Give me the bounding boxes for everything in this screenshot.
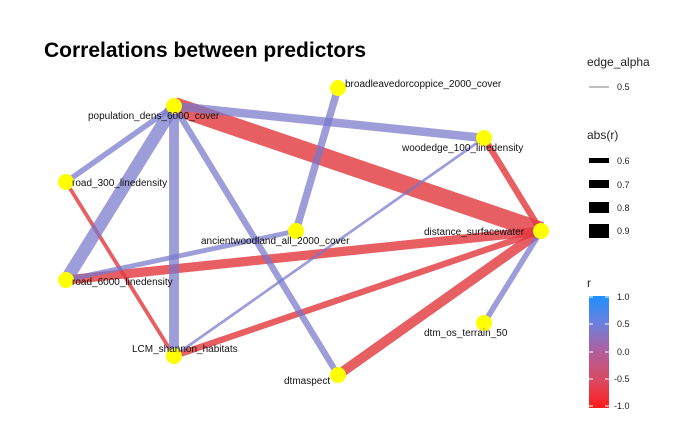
node-label-dtm_os_terrain_50: dtm_os_terrain_50 [424, 328, 508, 339]
node-label-dtmaspect: dtmaspect [284, 376, 330, 387]
legend-abs-r-key-0 [589, 158, 609, 163]
edge-population_dens_6000_cover-road_6000_linedensity [60, 102, 180, 284]
legend-r-tick-0: 1.0 [617, 292, 630, 302]
edge-broadleavedorcoppice_2000_cover-ancientwoodland_all_2000_cover [292, 86, 342, 233]
legend-abs-r-title: abs(r) [587, 128, 618, 142]
legend-abs-r-value-0: 0.6 [617, 156, 630, 166]
legend-abs-r-value-3: 0.9 [617, 226, 630, 236]
legend-r-tick-1: 0.5 [617, 319, 630, 329]
node-broadleavedorcoppice_2000_cover [330, 80, 346, 96]
edge-distance_surfacewater-dtm_os_terrain_50 [481, 229, 544, 325]
edge-LCM_shannon_habitats-distance_surfacewater [172, 228, 543, 359]
node-label-road_6000_linedensity: road_6000_linedensity [72, 277, 173, 288]
legend-r-colorbar [589, 296, 609, 408]
legend-abs-r: abs(r) 0.6 0.7 0.8 0.9 [587, 128, 630, 238]
node-label-distance_surfacewater: distance_surfacewater [424, 227, 525, 238]
legend-abs-r-value-2: 0.8 [617, 203, 630, 213]
legend-abs-r-key-3 [589, 224, 609, 238]
legend-r-tick-2: 0.0 [617, 347, 630, 357]
node-label-woodedge_100_linedensity: woodedge_100_linedensity [401, 143, 523, 154]
node-dtmaspect [330, 367, 346, 383]
node-label-LCM_shannon_habitats: LCM_shannon_habitats [132, 344, 238, 355]
legend-r-title: r [587, 276, 591, 290]
edge-road_6000_linedensity-distance_surfacewater [65, 226, 542, 285]
edge-population_dens_6000_cover-road_300_linedensity [64, 103, 176, 185]
legend-r-tick-3: -0.5 [614, 374, 630, 384]
node-woodedge_100_linedensity [476, 130, 492, 146]
legend-r-tick-4: -1.0 [614, 401, 630, 411]
nodes-layer [58, 80, 549, 383]
edge-population_dens_6000_cover-distance_surfacewater [171, 97, 544, 240]
edge-woodedge_100_linedensity-LCM_shannon_habitats [173, 136, 485, 358]
legend-abs-r-key-2 [589, 202, 609, 213]
edge-road_6000_linedensity-ancientwoodland_all_2000_cover [65, 228, 297, 283]
legend-edge-alpha: edge_alpha 0.5 [587, 55, 650, 92]
node-population_dens_6000_cover [166, 98, 182, 114]
labels-layer: population_dens_6000_cover broadleavedorc… [72, 79, 525, 387]
node-label-population_dens_6000_cover: population_dens_6000_cover [88, 111, 220, 122]
node-label-road_300_linedensity: road_300_linedensity [72, 178, 167, 189]
node-label-ancientwoodland_all_2000_cover: ancientwoodland_all_2000_cover [201, 236, 350, 247]
edge-dtmaspect-distance_surfacewater [335, 226, 544, 380]
node-LCM_shannon_habitats [166, 348, 182, 364]
legend-abs-r-key-1 [589, 180, 609, 188]
edges-layer [60, 86, 544, 380]
legend-abs-r-value-1: 0.7 [617, 180, 630, 190]
legend-edge-alpha-title: edge_alpha [587, 55, 650, 69]
node-distance_surfacewater [533, 223, 549, 239]
node-road_6000_linedensity [58, 272, 74, 288]
node-ancientwoodland_all_2000_cover [288, 223, 304, 239]
edge-woodedge_100_linedensity-distance_surfacewater [481, 136, 544, 233]
node-label-broadleavedorcoppice_2000_cover: broadleavedorcoppice_2000_cover [345, 79, 502, 90]
legend-r: r 1.0 0.5 0.0 -0.5 -1.0 [587, 276, 630, 411]
node-road_300_linedensity [58, 174, 74, 190]
node-dtm_os_terrain_50 [476, 315, 492, 331]
legend-edge-alpha-value: 0.5 [617, 82, 630, 92]
chart-title: Correlations between predictors [44, 39, 366, 62]
